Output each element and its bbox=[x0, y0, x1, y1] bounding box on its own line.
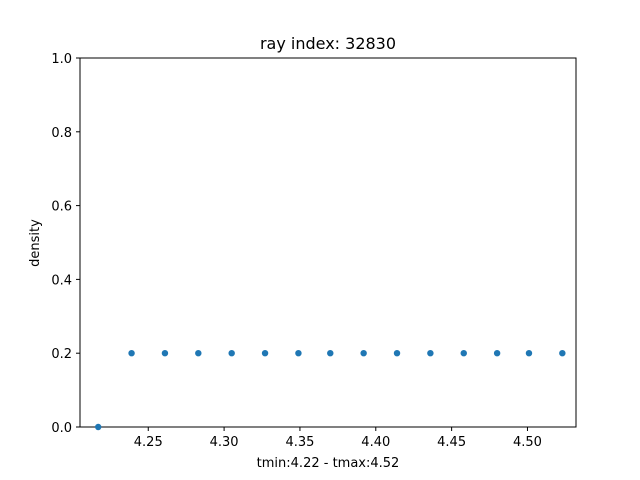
data-point bbox=[195, 350, 202, 357]
y-tick-label: 0.4 bbox=[51, 273, 72, 288]
data-point bbox=[228, 350, 235, 357]
x-axis: 4.25 4.30 4.35 4.40 4.45 4.50 bbox=[134, 427, 542, 450]
data-point bbox=[95, 423, 102, 431]
y-axis-label: density bbox=[28, 219, 43, 267]
data-point bbox=[161, 350, 169, 357]
data-points bbox=[95, 350, 566, 431]
data-point bbox=[559, 350, 566, 357]
y-tick-label: 0.2 bbox=[51, 347, 72, 362]
x-axis-label: tmin:4.22 - tmax:4.52 bbox=[257, 456, 400, 471]
data-point bbox=[295, 350, 302, 357]
y-axis: 0.0 0.2 0.4 0.6 0.8 1.0 bbox=[51, 52, 80, 436]
data-point bbox=[393, 350, 401, 357]
x-tick-label: 4.35 bbox=[285, 435, 314, 450]
data-point bbox=[360, 350, 367, 357]
data-point bbox=[427, 350, 434, 357]
data-point bbox=[128, 350, 135, 357]
data-point bbox=[493, 350, 501, 357]
plot-area bbox=[79, 57, 577, 428]
data-point bbox=[460, 350, 467, 357]
data-point bbox=[261, 350, 269, 357]
chart-title: ray index: 32830 bbox=[260, 34, 396, 53]
data-point bbox=[327, 350, 334, 357]
x-tick-label: 4.25 bbox=[134, 435, 163, 450]
y-tick-label: 0.0 bbox=[51, 421, 72, 436]
x-tick-label: 4.50 bbox=[513, 435, 542, 450]
x-tick-label: 4.45 bbox=[437, 435, 466, 450]
y-tick-label: 0.8 bbox=[51, 126, 72, 141]
y-tick-label: 0.6 bbox=[51, 200, 72, 215]
y-tick-label: 1.0 bbox=[51, 52, 72, 67]
data-point bbox=[525, 350, 533, 357]
x-tick-label: 4.30 bbox=[210, 435, 239, 450]
x-tick-label: 4.40 bbox=[361, 435, 390, 450]
